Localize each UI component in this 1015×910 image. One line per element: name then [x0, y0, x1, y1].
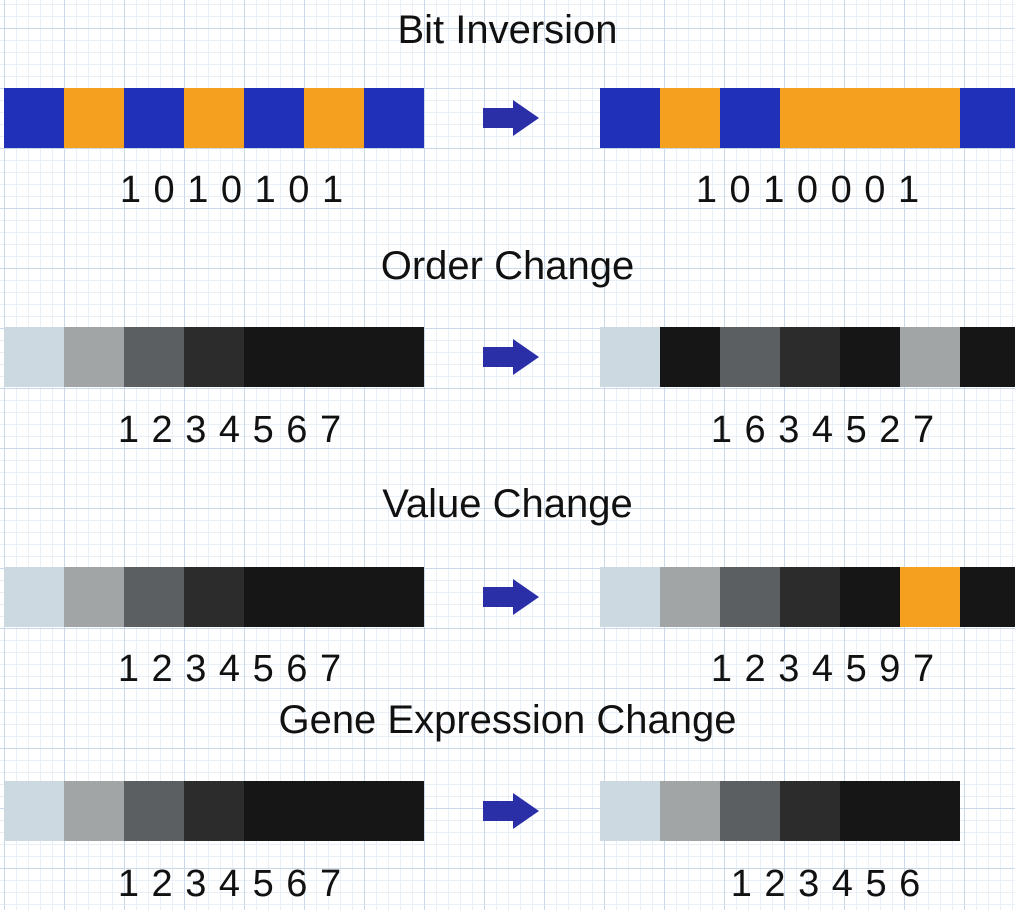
gene-cell — [780, 781, 840, 841]
gene-cell — [364, 88, 424, 148]
gene-cell — [304, 327, 364, 387]
gene-cell — [244, 567, 304, 627]
before-strip — [4, 781, 424, 841]
gene-cell — [4, 88, 64, 148]
section-title-gene-expression-change: Gene Expression Change — [278, 698, 737, 742]
gene-cell — [900, 327, 960, 387]
gene-cell — [124, 781, 184, 841]
gene-cell — [244, 781, 304, 841]
before-digits: 1 2 3 4 5 6 7 — [117, 648, 343, 690]
gene-cell — [4, 327, 64, 387]
before-digits: 1 0 1 0 1 0 1 — [119, 169, 345, 211]
gene-cell — [184, 781, 244, 841]
gene-cell — [304, 567, 364, 627]
section-title-value-change: Value Change — [382, 482, 633, 526]
gene-cell — [4, 781, 64, 841]
after-digits: 1 6 3 4 5 2 7 — [710, 409, 936, 451]
gene-cell — [124, 327, 184, 387]
gene-cell — [64, 567, 124, 627]
gene-cell — [720, 327, 780, 387]
gene-cell — [4, 567, 64, 627]
gene-cell — [720, 567, 780, 627]
gene-cell — [840, 781, 900, 841]
gene-cell — [660, 567, 720, 627]
section-title-bit-inversion: Bit Inversion — [397, 8, 618, 52]
gene-cell — [124, 567, 184, 627]
gene-cell — [840, 327, 900, 387]
gene-cell — [600, 781, 660, 841]
gene-cell — [840, 88, 900, 148]
gene-cell — [780, 88, 840, 148]
gene-cell — [960, 327, 1015, 387]
gene-cell — [244, 88, 304, 148]
gene-cell — [780, 327, 840, 387]
gene-cell — [600, 327, 660, 387]
arrow-right-icon — [483, 793, 539, 829]
after-digits: 1 0 1 0 0 0 1 — [695, 169, 921, 211]
before-strip — [4, 567, 424, 627]
gene-cell — [364, 327, 424, 387]
gene-cell — [900, 88, 960, 148]
gene-cell — [304, 781, 364, 841]
after-strip — [600, 781, 960, 841]
after-strip — [600, 567, 1015, 627]
after-digits: 1 2 3 4 5 9 7 — [710, 648, 936, 690]
gene-cell — [244, 327, 304, 387]
after-strip — [600, 327, 1015, 387]
gene-cell — [780, 567, 840, 627]
gene-cell — [900, 781, 960, 841]
section-title-order-change: Order Change — [380, 244, 635, 288]
after-strip — [600, 88, 1015, 148]
arrow-right-icon — [483, 339, 539, 375]
after-digits: 1 2 3 4 5 6 — [730, 863, 922, 905]
gene-cell — [660, 327, 720, 387]
gene-cell — [960, 88, 1015, 148]
gene-cell — [600, 88, 660, 148]
gene-cell — [840, 567, 900, 627]
arrow-right-icon — [483, 100, 539, 136]
before-strip — [4, 327, 424, 387]
gene-cell — [364, 567, 424, 627]
gene-cell — [64, 781, 124, 841]
gene-cell — [124, 88, 184, 148]
gene-cell — [660, 781, 720, 841]
gene-cell — [660, 88, 720, 148]
before-digits: 1 2 3 4 5 6 7 — [117, 863, 343, 905]
gene-cell — [64, 88, 124, 148]
before-strip — [4, 88, 424, 148]
before-digits: 1 2 3 4 5 6 7 — [117, 409, 343, 451]
gene-cell — [364, 781, 424, 841]
gene-cell — [900, 567, 960, 627]
arrow-right-icon — [483, 579, 539, 615]
gene-cell — [184, 567, 244, 627]
gene-cell — [184, 327, 244, 387]
gene-cell — [184, 88, 244, 148]
gene-cell — [600, 567, 660, 627]
gene-cell — [960, 567, 1015, 627]
gene-cell — [720, 88, 780, 148]
gene-cell — [720, 781, 780, 841]
gene-cell — [64, 327, 124, 387]
gene-cell — [304, 88, 364, 148]
